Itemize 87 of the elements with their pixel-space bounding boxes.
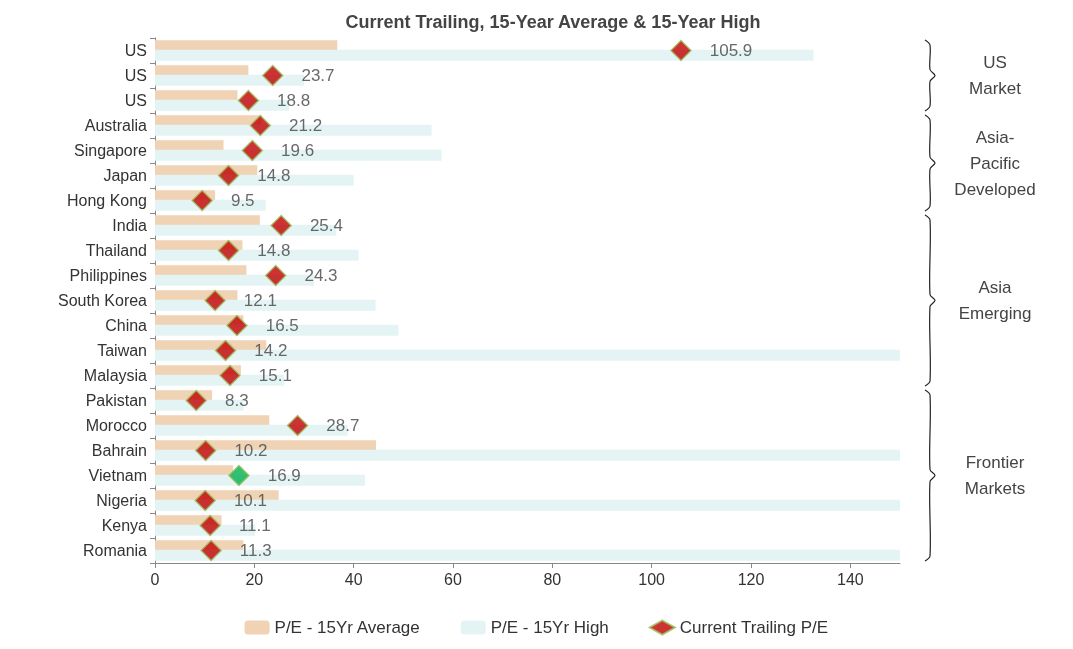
y-tick-label: Singapore (74, 142, 148, 159)
point (241, 139, 264, 162)
bar (155, 90, 238, 102)
data-label: 25.4 (309, 216, 343, 235)
y-tick-label: China (105, 317, 148, 334)
point (200, 539, 222, 562)
text: US Market (969, 53, 1022, 98)
y-tick-label: Vietnam (88, 467, 147, 484)
data-label: 8.3 (224, 391, 249, 410)
data-label: 16.5 (265, 316, 299, 335)
bar (155, 65, 249, 77)
point (270, 214, 292, 237)
bar (155, 140, 224, 152)
bar (155, 265, 247, 277)
data-label: 12.1 (243, 291, 277, 310)
point (219, 364, 241, 387)
legend-label: Current Trailing P/E (679, 618, 829, 637)
data-label: 10.2 (234, 441, 268, 460)
legend-label: P/E - 15Yr Average (274, 618, 420, 637)
point (185, 389, 207, 412)
y-tick-label: Taiwan (97, 342, 147, 359)
point (217, 164, 240, 187)
y-tick-label: India (112, 217, 148, 234)
x-tick-label: 0 (150, 570, 160, 588)
bar (155, 74, 304, 86)
y-tick-label: Nigeria (96, 492, 148, 509)
chart-title: Current Trailing, 15-Year Average & 15-Year High (345, 12, 761, 32)
point (204, 289, 226, 312)
y-tick-label: Malaysia (83, 367, 148, 384)
x-tick-label: 40 (344, 570, 363, 588)
y-tick-label: South Korea (58, 292, 148, 309)
y-tick-label: Pakistan (85, 392, 147, 409)
point (670, 39, 692, 62)
y-tick-label: US (124, 67, 147, 84)
x-tick-label: 140 (836, 570, 864, 588)
data-label: 10.1 (233, 491, 268, 510)
point (286, 414, 309, 437)
point (261, 64, 284, 87)
text: Asia-Pacific Developed (954, 127, 1036, 199)
legend-label: P/E - 15Yr High (490, 618, 609, 637)
x-tick-label: 60 (444, 570, 462, 588)
point (199, 514, 221, 537)
x-tick-label: 20 (245, 570, 264, 588)
data-label: 14.2 (254, 341, 288, 360)
y-tick-label: US (124, 42, 147, 59)
data-label: 23.7 (301, 66, 335, 85)
data-label: 19.6 (281, 141, 315, 160)
point (191, 189, 213, 212)
x-tick-label: 120 (737, 570, 765, 588)
data-label: 16.9 (267, 466, 301, 485)
point (264, 264, 287, 287)
point (237, 89, 260, 112)
data-label: 28.7 (326, 416, 360, 435)
y-tick-label: Australia (84, 117, 148, 134)
y-tick-label: Hong Kong (66, 192, 147, 209)
text: Frontier Markets (964, 453, 1026, 498)
point (226, 314, 248, 337)
data-label: 105.9 (709, 41, 753, 60)
y-tick-label: Bahrain (91, 442, 147, 459)
data-label: 21.2 (289, 116, 323, 135)
y-tick-label: Morocco (85, 417, 148, 434)
x-tick-label: 100 (638, 570, 666, 588)
y-tick-label: Romania (82, 542, 148, 559)
y-tick-label: Philippines (69, 267, 147, 284)
point (249, 114, 272, 137)
point (194, 439, 217, 462)
y-tick-label: Japan (103, 167, 147, 184)
data-label: 11.1 (238, 516, 271, 535)
bar (155, 415, 270, 427)
data-label: 14.8 (257, 166, 291, 185)
point (194, 489, 216, 512)
bar (155, 40, 338, 52)
y-tick-label: US (124, 92, 147, 109)
data-label: 18.8 (277, 91, 311, 110)
data-label: 9.5 (230, 191, 255, 210)
point (217, 239, 240, 262)
y-tick-label: Thailand (85, 242, 147, 259)
y-tick-label: Kenya (101, 517, 148, 534)
bar (155, 215, 260, 227)
data-label: 15.1 (258, 366, 292, 385)
data-label: 11.3 (239, 541, 272, 560)
point (228, 464, 250, 487)
point (214, 339, 237, 362)
text: Asia Emerging (958, 278, 1032, 323)
data-label: 14.8 (257, 241, 291, 260)
x-tick-label: 80 (543, 570, 562, 588)
data-label: 24.3 (304, 266, 338, 285)
